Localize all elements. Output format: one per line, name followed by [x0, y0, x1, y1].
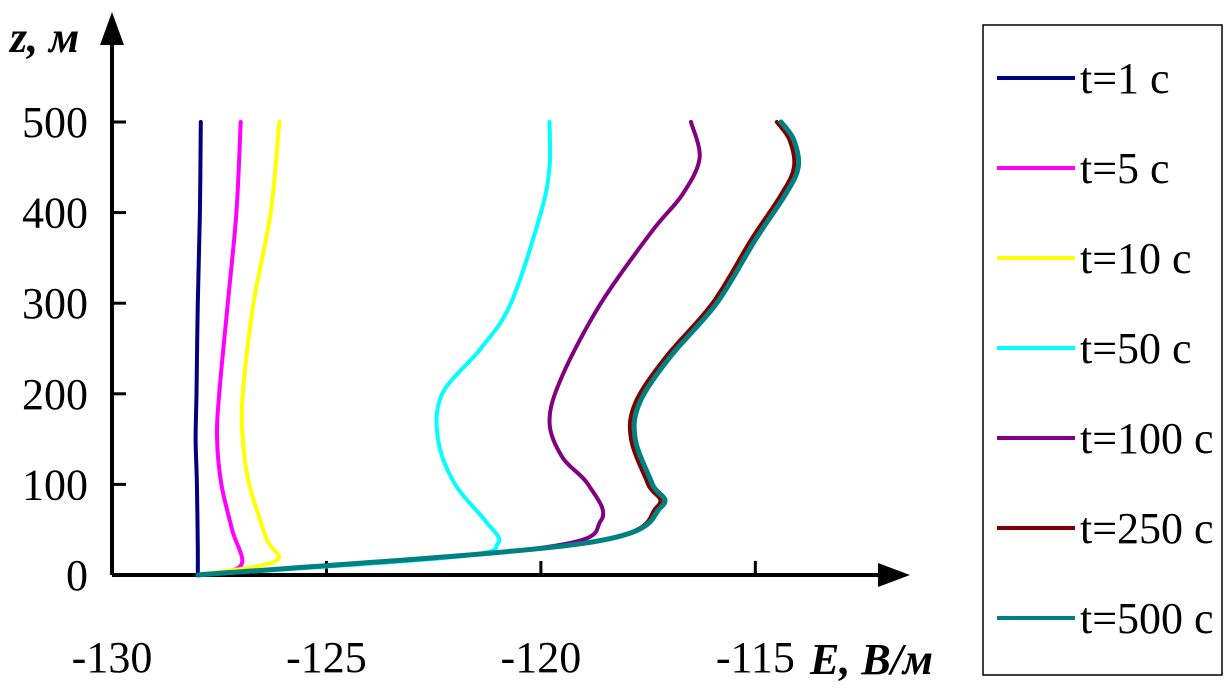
y-axis-label: z, м	[8, 13, 79, 62]
legend-label-4: t=50 с	[1080, 324, 1192, 373]
y-tick-label: 300	[22, 279, 88, 328]
tick-labels: 0 100 200 300 400 500 -130 -125 -120 -115	[22, 98, 795, 682]
legend-label-3: t=10 с	[1080, 234, 1192, 283]
series-lines	[196, 122, 799, 575]
y-tick-label: 0	[66, 551, 88, 600]
y-tick-label: 400	[22, 189, 88, 238]
legend: t=1 с t=5 с t=10 с t=50 с t=100 с t=250 с t=50…	[983, 25, 1222, 675]
legend-label-6: t=250 с	[1080, 504, 1214, 553]
legend-label-2: t=5 с	[1080, 144, 1170, 193]
series-line-7	[198, 122, 799, 575]
x-tick-label: -120	[501, 633, 582, 682]
x-tick-label: -125	[286, 633, 367, 682]
x-axis-arrow	[878, 563, 910, 587]
y-tick-label: 500	[22, 98, 88, 147]
x-axis-label: E, В/м	[809, 635, 933, 684]
y-tick-label: 200	[22, 370, 88, 419]
x-tick-label: -115	[716, 633, 795, 682]
series-line-2	[198, 122, 243, 575]
axes	[100, 12, 910, 587]
series-line-4	[198, 122, 550, 575]
legend-label-7: t=500 с	[1080, 594, 1214, 643]
series-line-1	[196, 122, 201, 575]
legend-label-5: t=100 с	[1080, 414, 1214, 463]
legend-label-1: t=1 с	[1080, 54, 1170, 103]
y-tick-label: 100	[22, 460, 88, 509]
y-axis-arrow	[100, 12, 124, 45]
x-tick-label: -130	[72, 633, 153, 682]
series-line-6	[198, 122, 795, 575]
